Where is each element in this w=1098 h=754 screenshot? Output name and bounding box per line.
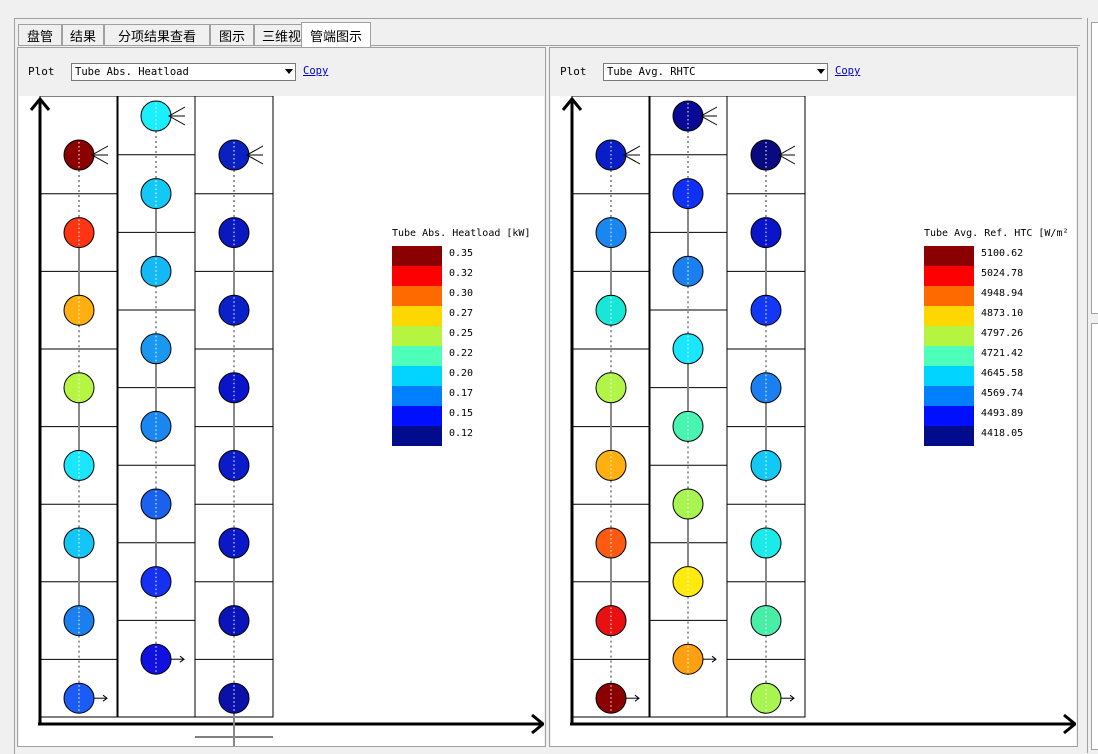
legend-label: 0.12 <box>449 428 473 439</box>
tube-diagram: Tube Abs. Heatload [kW] 0.35 0.32 0.30 0.27 0… <box>29 96 544 746</box>
legend-swatch <box>392 326 442 346</box>
plot-controls: Plot Tube Avg. RHTC Copy <box>550 48 1077 96</box>
legend-label: 4721.42 <box>981 348 1023 359</box>
legend-label: 4493.89 <box>981 408 1023 419</box>
legend-label: 4569.74 <box>981 388 1023 399</box>
legend-swatch <box>924 366 974 386</box>
outlet-arrow-icon <box>789 694 795 702</box>
legend-swatch <box>924 266 974 286</box>
legend-label: 4873.10 <box>981 308 1023 319</box>
legend-swatch <box>392 386 442 406</box>
copy-link[interactable]: Copy <box>303 65 329 77</box>
legend-swatch <box>392 306 442 326</box>
legend-swatch <box>392 366 442 386</box>
tab-itemized-results[interactable]: 分项结果查看 <box>104 24 210 45</box>
outlet-arrow-icon <box>102 694 108 702</box>
tube-column <box>571 96 651 718</box>
plot-select-value: Tube Abs. Heatload <box>75 66 189 78</box>
plot-canvas: Tube Abs. Heatload [kW] 0.35 0.32 0.30 0.27 0… <box>19 96 544 746</box>
chevron-down-icon[interactable] <box>285 69 293 74</box>
legend-label: 0.30 <box>449 288 473 299</box>
outlet-arrow-icon <box>711 655 717 663</box>
legend-label: 0.35 <box>449 248 473 259</box>
legend-title: Tube Avg. Ref. HTC [W/m² <box>924 228 1069 239</box>
legend-title: Tube Abs. Heatload [kW] <box>392 228 530 239</box>
legend-swatch <box>924 326 974 346</box>
side-strip <box>1087 18 1098 753</box>
legend-label: 0.15 <box>449 408 473 419</box>
side-panel-bottom <box>1091 323 1098 750</box>
tab-divider <box>18 45 1080 46</box>
tab-results[interactable]: 结果 <box>62 24 104 45</box>
legend-label: 0.17 <box>449 388 473 399</box>
legend-label: 0.25 <box>449 328 473 339</box>
legend-swatch <box>924 426 974 446</box>
tab-tube-end-diagram[interactable]: 管端图示 <box>301 22 371 47</box>
legend-label: 4645.58 <box>981 368 1023 379</box>
tab-coil[interactable]: 盘管 <box>18 24 62 45</box>
legend-label: 5100.62 <box>981 248 1023 259</box>
tab-diagram[interactable]: 图示 <box>210 24 254 45</box>
tube-diagram: Tube Avg. Ref. HTC [W/m² 5100.62 5024.78 49… <box>561 96 1076 735</box>
legend-swatch <box>924 406 974 426</box>
plot-select-value: Tube Avg. RHTC <box>607 66 696 78</box>
plot-label: Plot <box>28 65 55 78</box>
legend-label: 5024.78 <box>981 268 1023 279</box>
legend-swatch <box>924 246 974 266</box>
plot-select[interactable]: Tube Avg. RHTC <box>603 63 828 81</box>
plot-panel-left: Plot Tube Abs. Heatload Copy Tube Abs. H… <box>17 47 546 747</box>
legend-label: 4418.05 <box>981 428 1023 439</box>
tube-column <box>726 96 806 718</box>
copy-link[interactable]: Copy <box>835 65 861 77</box>
legend-label: 4797.26 <box>981 328 1023 339</box>
legend-swatch <box>924 306 974 326</box>
x-axis-arrow <box>1063 713 1076 735</box>
legend-swatch <box>392 346 442 366</box>
plot-select[interactable]: Tube Abs. Heatload <box>71 63 296 81</box>
legend-swatch <box>392 426 442 446</box>
legend-label: 0.32 <box>449 268 473 279</box>
outlet-arrow-icon <box>634 694 640 702</box>
side-panel-top <box>1091 22 1098 314</box>
plot-label: Plot <box>560 65 587 78</box>
legend-swatch <box>392 406 442 426</box>
legend-swatch <box>392 246 442 266</box>
legend-swatch <box>392 286 442 306</box>
legend-swatch <box>924 386 974 406</box>
plot-controls: Plot Tube Abs. Heatload Copy <box>18 48 545 96</box>
legend-label: 0.20 <box>449 368 473 379</box>
legend-swatch <box>924 346 974 366</box>
legend-label: 0.27 <box>449 308 473 319</box>
legend-swatch <box>392 266 442 286</box>
outlet-arrow-icon <box>179 655 185 663</box>
tube-column <box>39 96 119 718</box>
chevron-down-icon[interactable] <box>817 69 825 74</box>
plot-panel-right: Plot Tube Avg. RHTC Copy Tube Avg. Ref. … <box>549 47 1078 747</box>
legend-swatch <box>924 286 974 306</box>
plot-canvas: Tube Avg. Ref. HTC [W/m² 5100.62 5024.78 49… <box>551 96 1076 746</box>
x-axis-arrow <box>531 713 544 735</box>
legend-label: 4948.94 <box>981 288 1023 299</box>
legend-label: 0.22 <box>449 348 473 359</box>
